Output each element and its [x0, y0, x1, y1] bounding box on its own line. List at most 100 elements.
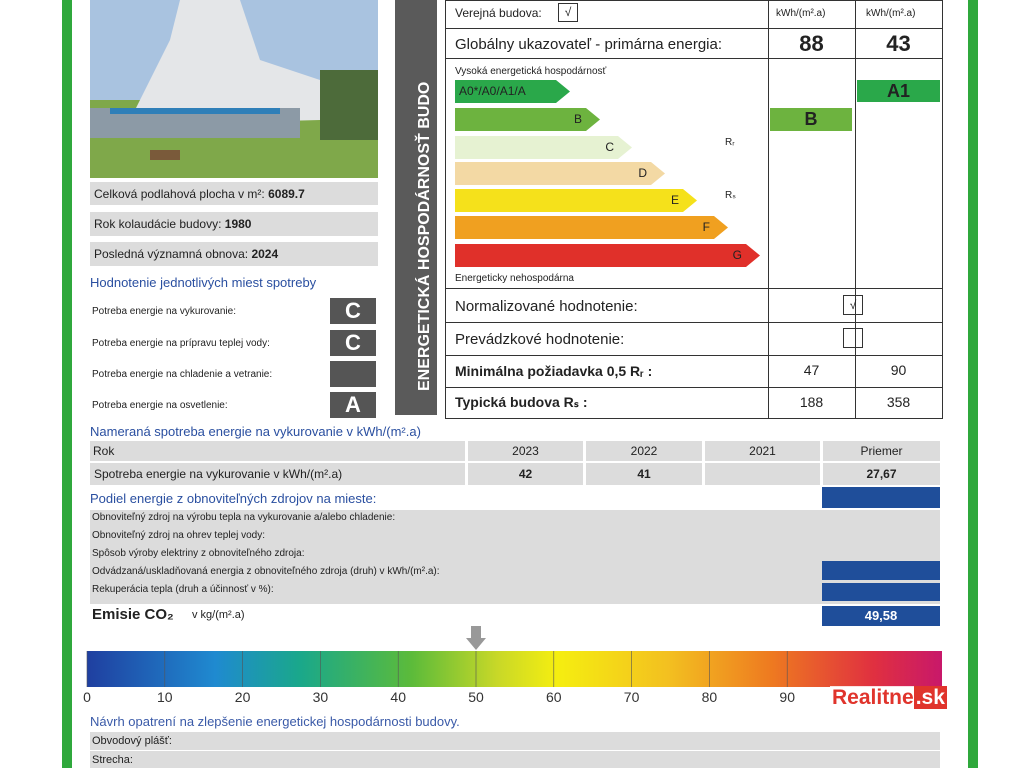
measure-row: Strecha:: [90, 751, 940, 768]
renewable-row: Rekuperácia tepla (druh a účinnosť v %):: [92, 584, 274, 595]
consumption-label: Potreba energie na chladenie a vetranie:: [92, 369, 273, 380]
border-left: [62, 0, 72, 768]
table-cell: [705, 463, 820, 485]
value: 2024: [251, 247, 279, 261]
divider: [855, 0, 856, 419]
table-header: 2021: [705, 441, 820, 461]
divider: [768, 0, 769, 290]
band-title: ENERGETICKÁ HOSPODÁRNOSŤ BUDO: [416, 81, 433, 391]
class-arrow: G: [455, 244, 760, 267]
class-label: E: [670, 193, 679, 207]
emissions-value: 49,58: [822, 606, 940, 626]
class-arrow: A0*/A0/A1/A: [455, 80, 570, 103]
consumption-label: Potreba energie na vykurovanie:: [92, 306, 236, 317]
class-arrow: B: [455, 108, 600, 131]
scale-tick-label: 70: [624, 689, 640, 705]
public-label: Verejná budova:: [455, 6, 542, 20]
rs-label: Rₛ: [725, 190, 736, 201]
global-value: 43: [886, 31, 911, 56]
result-class: A1: [857, 80, 940, 102]
typical-value: 358: [886, 394, 911, 410]
label: Celková podlahová plocha v m²:: [94, 187, 265, 201]
measure-row: Obvodový plášť:: [90, 732, 940, 750]
scale-overlay: 0 10 20 30 40 50 60 70 80 90: [83, 626, 795, 705]
renewable-row: Spôsob výroby elektriny z obnoviteľného …: [92, 548, 305, 559]
table-header: 2023: [468, 441, 583, 461]
scale-tick-label: 80: [702, 689, 718, 705]
emissions-unit: v kg/(m².a): [192, 609, 245, 621]
consumption-class: C: [330, 298, 376, 324]
renewables-title: Podiel energie z obnoviteľných zdrojov n…: [90, 491, 377, 506]
measures-title: Návrh opatrení na zlepšenie energetickej…: [90, 714, 460, 729]
class-label: A0*/A0/A1/A: [459, 84, 526, 98]
label: Posledná významná obnova:: [94, 247, 249, 261]
table-cell: 42: [468, 463, 583, 485]
consumption-label: Potreba energie na prípravu teplej vody:: [92, 338, 270, 349]
table-cell: 27,67: [823, 463, 940, 485]
min-value: 47: [803, 362, 820, 378]
class-label: B: [573, 112, 582, 126]
table-header: Rok: [90, 441, 465, 461]
normalized-label: Normalizované hodnotenie:: [455, 298, 638, 315]
renovation-row: Posledná významná obnova: 2024: [90, 242, 378, 266]
operational-check: [843, 328, 863, 348]
table-cell: Spotreba energie na vykurovanie v kWh/(m…: [90, 463, 465, 485]
label: Rok kolaudácie budovy:: [94, 217, 222, 231]
scale-tick-label: 10: [157, 689, 173, 705]
border-right: [968, 0, 978, 768]
value: 1980: [224, 217, 252, 231]
year-row: Rok kolaudácie budovy: 1980: [90, 212, 378, 236]
consumption-title: Hodnotenie jednotlivých miest spotreby: [90, 275, 317, 290]
typical-value: 188: [799, 394, 824, 410]
consumption-class: A: [330, 392, 376, 418]
high-label: Vysoká energetická hospodárnosť: [455, 66, 607, 77]
class-arrow: E: [455, 189, 697, 212]
class-label: F: [702, 220, 710, 234]
rule: [445, 58, 943, 59]
renewable-row: Obnoviteľný zdroj na výrobu tepla na vyk…: [92, 512, 396, 523]
scale-tick-label: 60: [546, 689, 562, 705]
class-label: G: [732, 248, 742, 262]
unit: kWh/(m².a): [776, 8, 826, 19]
floor-area-row: Celková podlahová plocha v m²: 6089.7: [90, 182, 378, 205]
min-value: 90: [890, 362, 907, 378]
renewables-box: [90, 510, 940, 604]
typical-label: Typická budova Rₛ :: [455, 394, 588, 410]
measured-title: Nameraná spotreba energie na vykurovanie…: [90, 424, 421, 439]
class-label: D: [638, 166, 647, 180]
table-header: 2022: [586, 441, 702, 461]
scale-marker: [466, 626, 486, 650]
rr-label: Rᵣ: [725, 137, 735, 148]
renewable-row: Odvádzaná/uskladňovaná energia z obnovit…: [92, 566, 440, 577]
blue-box: [822, 487, 940, 508]
rule: [445, 322, 943, 323]
operational-label: Prevádzkové hodnotenie:: [455, 331, 625, 348]
rating-table: [445, 0, 943, 419]
blue-box: [822, 583, 940, 601]
rule: [445, 288, 943, 289]
scale-tick-label: 20: [235, 689, 251, 705]
class-arrow: D: [455, 162, 665, 185]
public-check: √: [558, 3, 578, 22]
min-label: Minimálna požiadavka 0,5 Rᵣ :: [455, 363, 653, 379]
renewable-row: Obnoviteľný zdroj na ohrev teplej vody:: [92, 530, 266, 541]
rule: [445, 355, 943, 356]
global-label: Globálny ukazovateľ - primárna energia:: [455, 36, 723, 53]
rule: [445, 28, 943, 29]
table-cell: 41: [586, 463, 702, 485]
scale-tick-label: 30: [313, 689, 329, 705]
rule: [445, 387, 943, 388]
result-class: B: [770, 108, 852, 131]
normalized-check: √: [843, 295, 863, 315]
scale-tick-label: 40: [390, 689, 406, 705]
watermark: Realitne.sk: [830, 686, 949, 710]
vertical-band: ENERGETICKÁ HOSPODÁRNOSŤ BUDO: [395, 0, 437, 415]
scale-tick-label: 50: [468, 689, 484, 705]
emissions-label: Emisie CO₂: [92, 606, 174, 623]
co2-scale: [87, 651, 942, 687]
scale-tick-label: 0: [83, 689, 91, 705]
building-photo: [90, 0, 378, 178]
watermark-domain: .sk: [913, 686, 947, 709]
consumption-class: [330, 361, 376, 387]
